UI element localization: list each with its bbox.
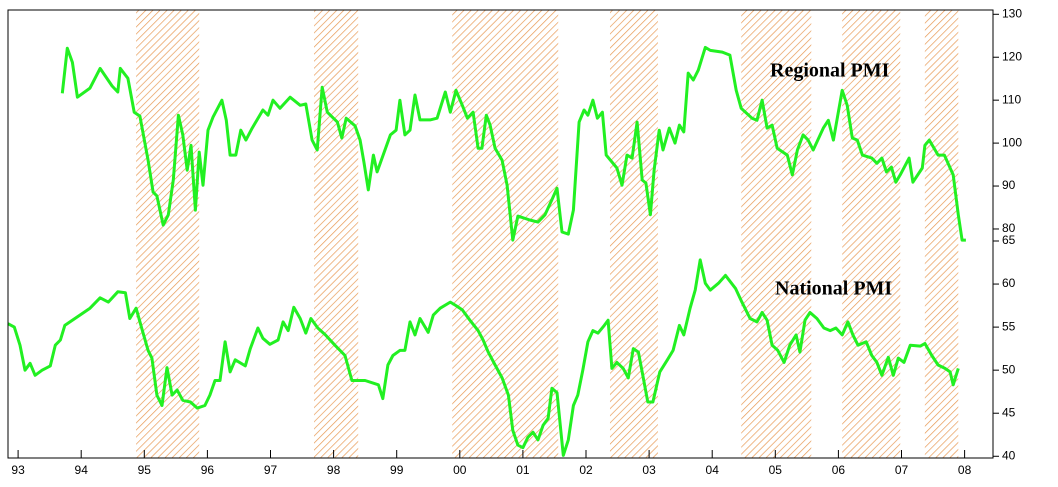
x-tick-label: 95 — [138, 463, 152, 477]
x-tick-label: 05 — [769, 463, 783, 477]
shaded-period — [741, 10, 812, 241]
y-tick-label: 80 — [1002, 221, 1016, 235]
y-tick-label: 45 — [1002, 405, 1016, 419]
y-tick-label: 110 — [1002, 92, 1021, 106]
shaded-periods — [136, 10, 959, 458]
data-line — [60, 45, 966, 242]
y-tick-label: 40 — [1002, 448, 1016, 462]
annotation: Regional PMI — [770, 60, 890, 82]
x-tick-label: 93 — [11, 463, 25, 477]
shaded-period — [314, 10, 359, 241]
x-tick-label: 01 — [516, 463, 530, 477]
shaded-period — [924, 10, 959, 241]
shaded-period — [136, 241, 200, 458]
y-tick-label: 120 — [1002, 49, 1022, 63]
y-tick-label: 60 — [1002, 276, 1016, 290]
shaded-period — [314, 241, 359, 458]
x-tick-label: 04 — [706, 463, 720, 477]
lines — [7, 45, 966, 457]
data-line — [7, 258, 960, 457]
x-tick-label: 02 — [579, 463, 593, 477]
x-tick-label: 96 — [201, 463, 215, 477]
y-tick-label: 100 — [1002, 135, 1022, 149]
y-tick-label: 130 — [1002, 6, 1022, 20]
x-tick-label: 06 — [832, 463, 846, 477]
x-tick-label: 00 — [453, 463, 467, 477]
shaded-period — [924, 241, 959, 458]
annotation: National PMI — [775, 278, 892, 300]
x-tick-label: 07 — [895, 463, 909, 477]
shaded-period — [452, 10, 559, 241]
y-tick-label: 50 — [1002, 362, 1016, 376]
y-tick-label: 65 — [1002, 233, 1016, 247]
x-tick-label: 03 — [642, 463, 656, 477]
shaded-period — [452, 241, 559, 458]
shaded-period — [842, 241, 901, 458]
y-tick-label: 55 — [1002, 319, 1016, 333]
x-tick-label: 99 — [390, 463, 404, 477]
plot-frame — [7, 9, 994, 459]
y-tick-label: 90 — [1002, 178, 1016, 192]
x-tick-label: 98 — [327, 463, 341, 477]
x-tick-label: 08 — [958, 463, 972, 477]
x-tick-label: 97 — [264, 463, 278, 477]
shaded-period — [136, 10, 200, 241]
x-tick-label: 94 — [75, 463, 89, 477]
